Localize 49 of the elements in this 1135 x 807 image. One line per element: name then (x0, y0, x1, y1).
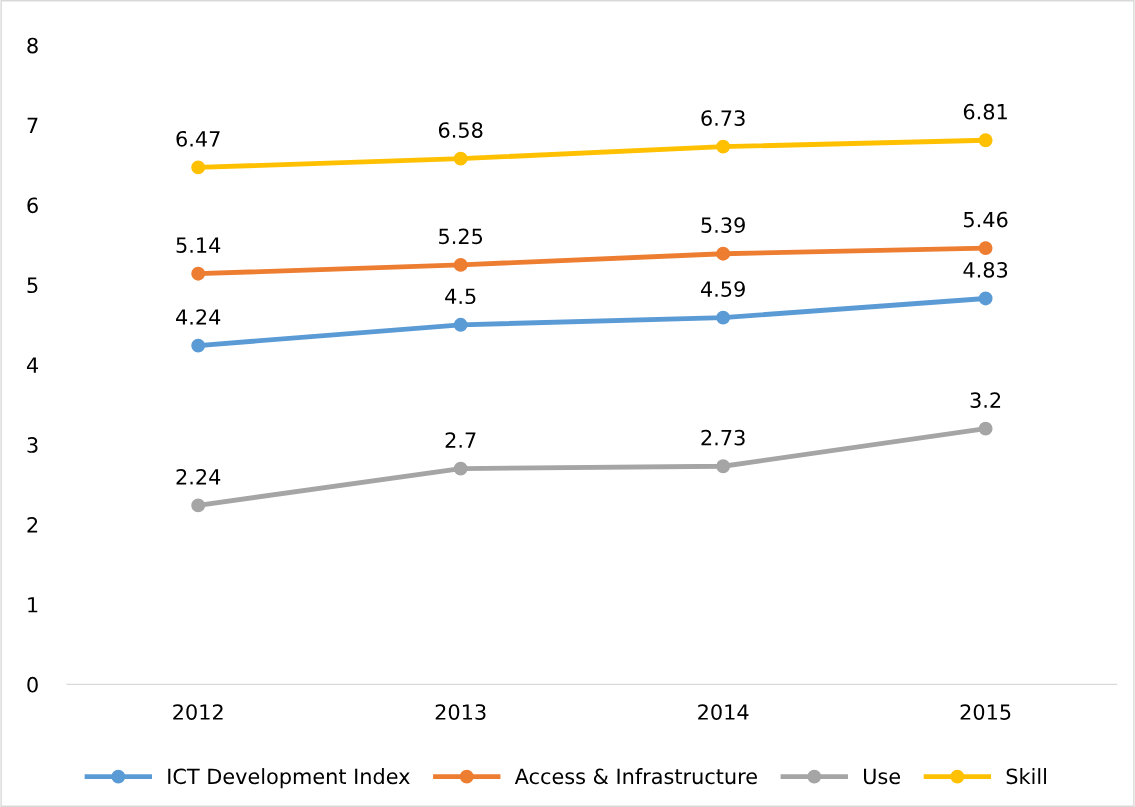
y-tick-label: 3 (27, 437, 38, 453)
data-label: 4.83 (963, 261, 1008, 278)
data-label: 3.2 (970, 392, 1001, 408)
point (191, 266, 206, 281)
point (453, 461, 468, 476)
y-tick-label: 2 (27, 517, 38, 533)
data-label: 6.47 (176, 130, 220, 147)
point (978, 421, 993, 436)
data-label: 5.14 (176, 237, 221, 253)
point (453, 257, 468, 272)
data-label: 6.81 (963, 103, 1007, 120)
point (453, 317, 468, 332)
data-label: 5.39 (701, 217, 745, 234)
point (978, 133, 993, 148)
y-tick-label: 7 (27, 117, 38, 133)
legend-label: Access & Infrastructure (514, 768, 757, 785)
y-tick-label: 4 (26, 357, 39, 373)
data-label: 6.73 (701, 110, 745, 126)
point (716, 459, 731, 474)
y-tick-label: 8 (27, 37, 38, 54)
x-tick-label: 2013 (435, 704, 486, 720)
legend-label: ICT Development Index (168, 768, 410, 789)
legend-label: Use (864, 768, 901, 785)
data-label: 4.59 (700, 281, 745, 297)
point (191, 160, 206, 175)
point (453, 151, 468, 166)
data-label: 4.24 (176, 309, 221, 325)
y-tick-label: 5 (27, 277, 38, 294)
data-label: 5.46 (964, 211, 1008, 228)
x-tick-label: 2014 (698, 704, 749, 720)
point (716, 139, 731, 154)
y-tick-label: 0 (27, 676, 38, 693)
data-label: 2.73 (701, 429, 745, 446)
point (716, 246, 731, 261)
point (191, 338, 206, 353)
point (978, 241, 993, 256)
y-tick-label: 1 (28, 597, 38, 613)
point (716, 310, 731, 325)
data-label: 5.25 (439, 228, 483, 245)
data-label: 4.5 (445, 288, 476, 305)
data-label: 2.7 (445, 432, 476, 448)
data-label: 2.24 (176, 468, 221, 485)
x-tick-label: 2015 (960, 704, 1011, 720)
x-tick-label: 2012 (173, 704, 223, 720)
point (191, 498, 206, 513)
legend-label: Skill (1006, 768, 1046, 785)
y-tick-label: 6 (27, 197, 38, 214)
data-label: 6.58 (438, 122, 483, 138)
point (978, 291, 993, 306)
